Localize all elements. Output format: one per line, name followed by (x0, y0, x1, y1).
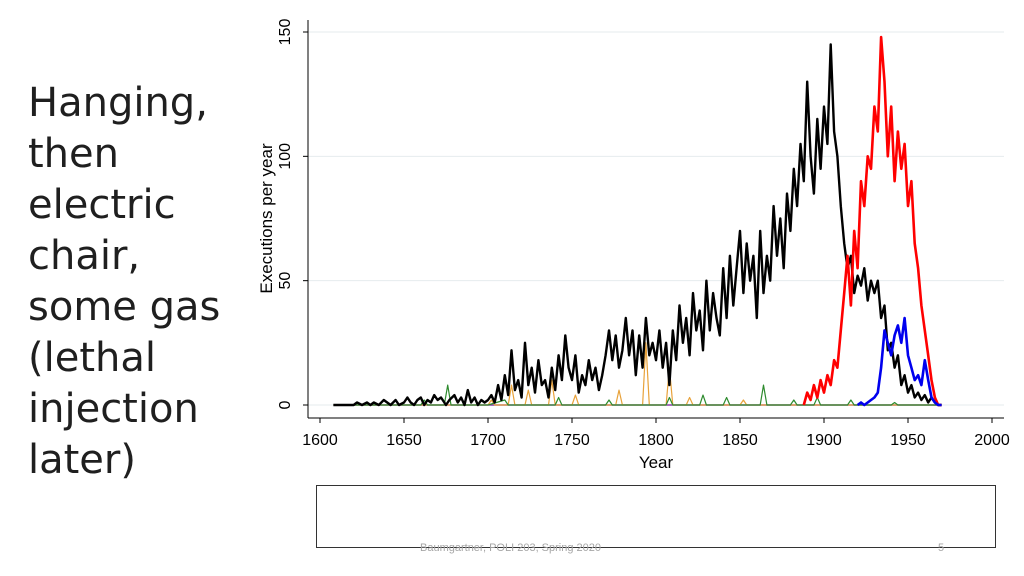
title-line: chair, (28, 233, 141, 279)
x-tick-label: 1650 (386, 432, 422, 449)
x-tick-label: 1800 (638, 432, 674, 449)
footer-citation: Baumgartner, POLI 203, Spring 2020 (420, 542, 602, 554)
y-tick-label: 100 (277, 143, 294, 170)
x-tick-label: 1900 (806, 432, 842, 449)
x-tick-label: 1750 (554, 432, 590, 449)
y-tick-label: 0 (277, 400, 294, 409)
title-line: then (28, 131, 119, 177)
legend-box (316, 485, 996, 548)
series-line-2 (856, 316, 942, 407)
title-line: some gas (28, 284, 221, 330)
title-line: electric (28, 182, 176, 228)
title-line: later) (28, 437, 136, 483)
slide-number: 5 (938, 542, 945, 554)
series-line-0 (333, 43, 942, 407)
series-line-1 (802, 35, 942, 407)
title-line: Hanging, (28, 80, 208, 126)
title-line: injection (28, 386, 199, 432)
x-tick-label: 1600 (302, 432, 338, 449)
x-tick-label: 1850 (722, 432, 758, 449)
slide-title: Hanging, then electric chair, some gas (… (28, 78, 238, 486)
x-tick-label: 2000 (974, 432, 1010, 449)
y-tick-label: 150 (277, 19, 294, 46)
y-tick-label: 50 (277, 272, 294, 290)
y-axis-label: Executions per year (257, 143, 276, 294)
series-line-3 (333, 384, 942, 406)
x-tick-label: 1700 (470, 432, 506, 449)
title-line: (lethal (28, 335, 156, 381)
x-axis-label: Year (639, 453, 674, 472)
x-tick-label: 1950 (890, 432, 926, 449)
